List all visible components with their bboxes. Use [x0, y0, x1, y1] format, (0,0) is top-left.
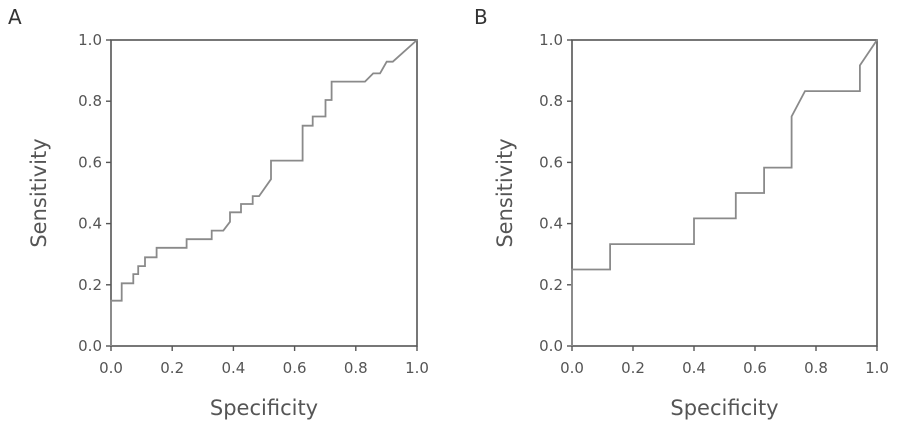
- y-tick-label: 0.2: [78, 276, 102, 294]
- panel-label: A: [8, 5, 22, 29]
- x-tick-label: 0.8: [804, 359, 828, 377]
- y-tick-label: 1.0: [539, 31, 563, 49]
- y-tick-label: 0.0: [78, 337, 102, 355]
- x-tick-label: 0.4: [221, 359, 245, 377]
- x-tick-label: 0.2: [621, 359, 645, 377]
- x-axis-label: Specificity: [210, 396, 318, 420]
- roc-curve: [110, 39, 418, 346]
- y-tick-label: 1.0: [78, 31, 102, 49]
- plot-frame: [110, 39, 418, 347]
- x-tick-label: 0.6: [743, 359, 767, 377]
- y-tick-label: 0.8: [78, 92, 102, 110]
- x-tick-label: 0.0: [99, 359, 123, 377]
- y-axis-label: Sensitivity: [493, 138, 517, 247]
- panel-label: B: [474, 5, 488, 29]
- y-tick-label: 0.4: [539, 215, 563, 233]
- chart-panel-b: B 0.0 0.2 0.4 0.6 0.8 1.0 0.0 0.2 0.4 0.6 0.8 1.0 Spe…: [474, 5, 889, 420]
- x-tick-label: 0.2: [160, 359, 184, 377]
- x-tick-label: 0.8: [344, 359, 368, 377]
- x-tick-label: 0.4: [682, 359, 706, 377]
- x-tick-label: 1.0: [865, 359, 889, 377]
- y-tick-label: 0.6: [539, 153, 563, 171]
- y-axis-label: Sensitivity: [27, 138, 51, 247]
- x-tick-label: 0.0: [560, 359, 584, 377]
- chart-panel-a: A 0.0 0.2 0.4 0.6 0.8 1.0 0.0 0.2 0.4 0.6 0.8 1.0 Spe…: [8, 5, 429, 420]
- x-tick-label: 0.6: [283, 359, 307, 377]
- roc-curve: [571, 39, 878, 346]
- y-tick-label: 0.4: [78, 215, 102, 233]
- plot-frame: [571, 39, 878, 347]
- x-tick-label: 1.0: [405, 359, 429, 377]
- y-tick-label: 0.6: [78, 153, 102, 171]
- y-tick-label: 0.8: [539, 92, 563, 110]
- x-axis-label: Specificity: [670, 396, 778, 420]
- y-tick-label: 0.0: [539, 337, 563, 355]
- y-tick-label: 0.2: [539, 276, 563, 294]
